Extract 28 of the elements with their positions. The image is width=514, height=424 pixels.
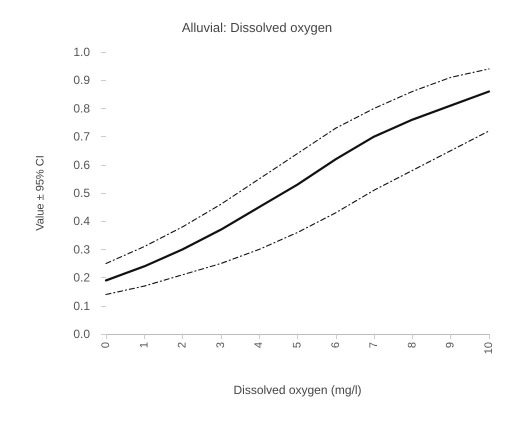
x-tick-label: 0: [100, 342, 112, 348]
y-tick-label: 0.1: [73, 298, 90, 313]
line-series: [104, 90, 490, 282]
x-tick-label: 4: [253, 342, 266, 348]
x-tick-label: 7: [368, 342, 380, 348]
y-tick-label: 0.9: [73, 73, 90, 88]
line-series: [105, 68, 490, 264]
y-tick-label: 0.3: [73, 242, 90, 256]
x-tick-label: 9: [444, 342, 457, 348]
y-tick-label: 0.0: [73, 327, 90, 341]
x-tick-label: 5: [292, 342, 304, 348]
y-tick-label: 0.6: [73, 158, 90, 172]
y-axis-title: Value ± 95% CI: [34, 155, 46, 231]
y-tick-label: 0.7: [73, 130, 90, 144]
line-series: [105, 130, 490, 296]
x-tick-label: 2: [176, 342, 189, 348]
x-axis-title: Dissolved oxygen (mg/l): [233, 383, 362, 397]
y-tick-label: 0.8: [73, 101, 90, 116]
y-tick-label: 0.4: [73, 214, 90, 228]
y-tick-label: 1.0: [73, 45, 90, 59]
x-tick-label: 3: [214, 342, 227, 348]
x-tick-label: 1: [138, 342, 150, 348]
chart-title: Alluvial: Dissolved oxygen: [182, 20, 332, 35]
y-tick-label: 0.2: [73, 270, 90, 285]
x-tick-label: 10: [483, 342, 495, 354]
x-tick-label: 8: [406, 342, 418, 348]
y-tick-label: 0.5: [73, 186, 90, 200]
x-tick-label: 6: [330, 342, 342, 348]
